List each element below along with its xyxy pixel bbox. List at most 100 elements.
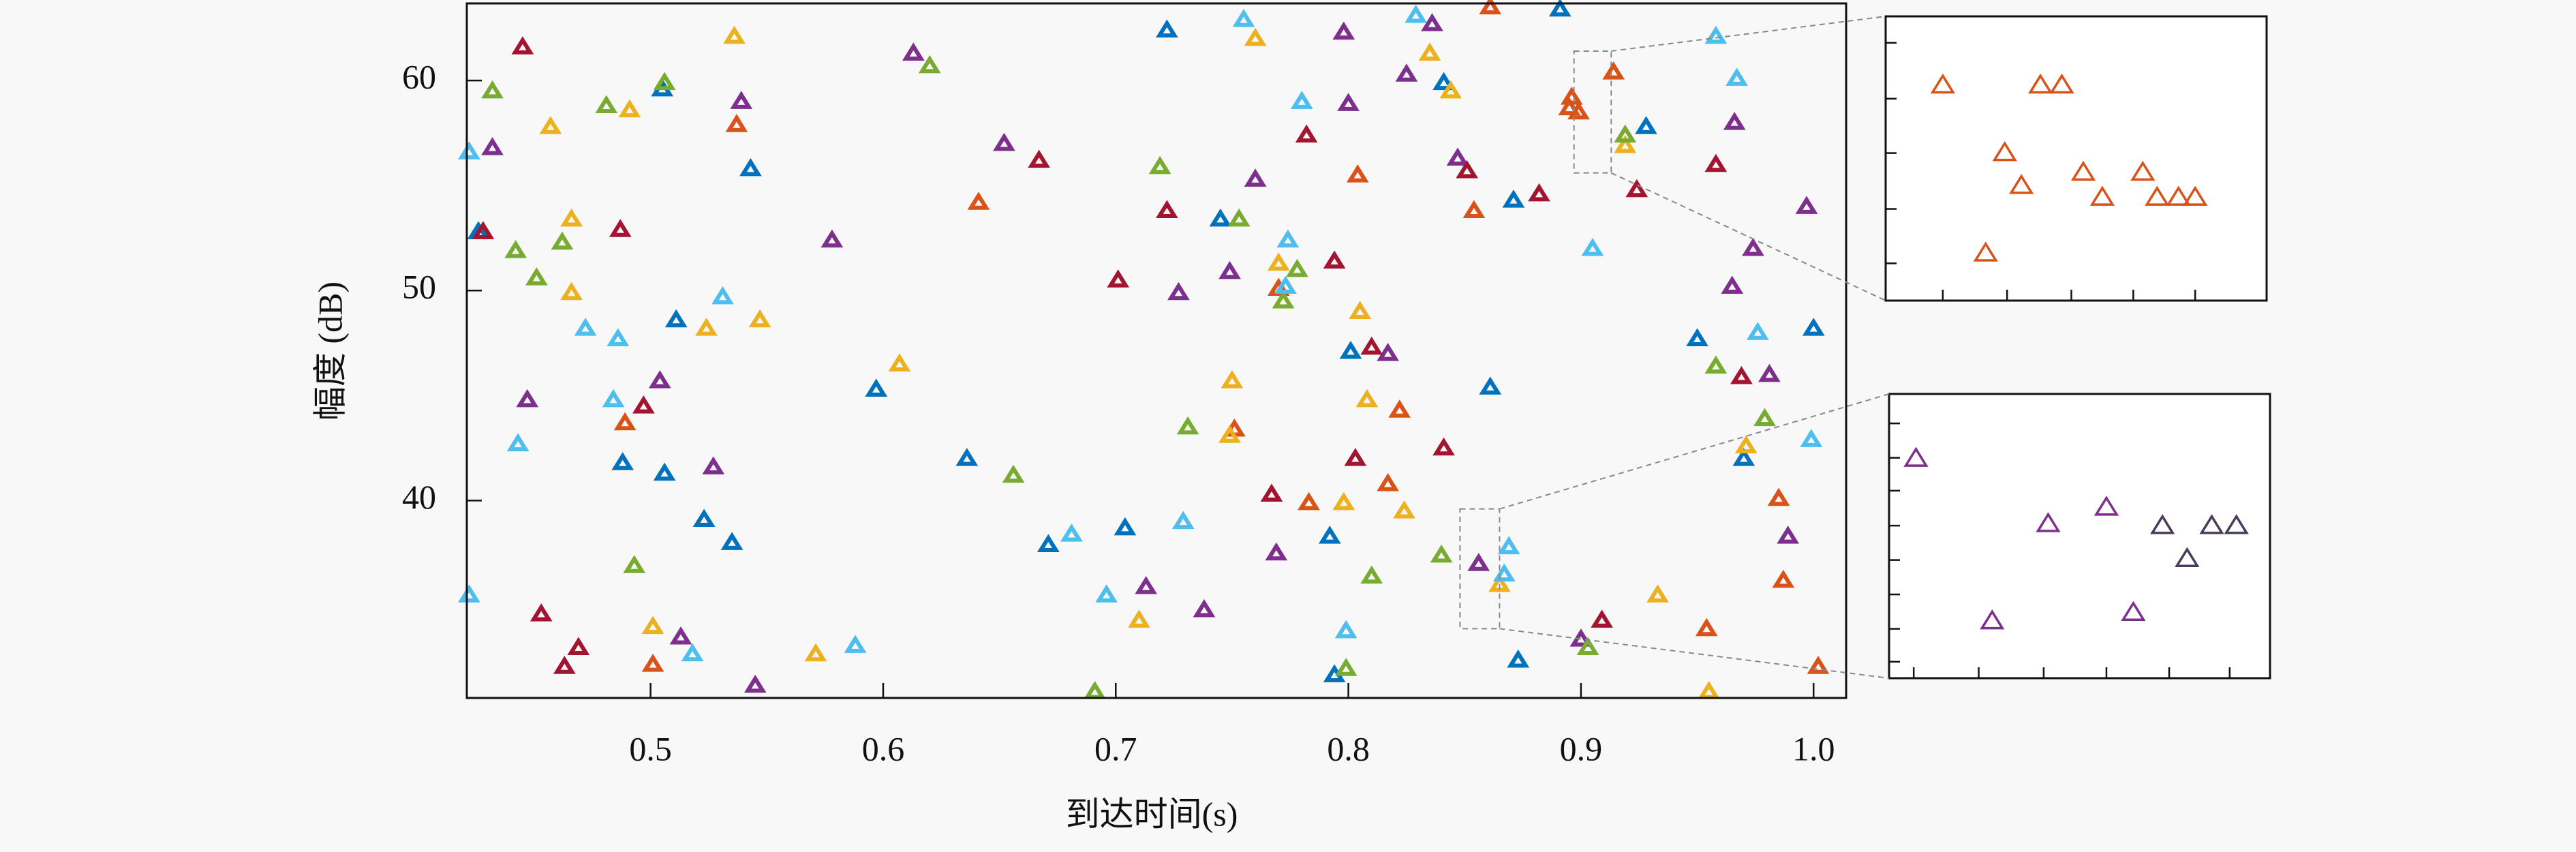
point [1507, 649, 1530, 668]
point [1704, 153, 1728, 172]
point [458, 584, 480, 603]
point [1646, 584, 1669, 603]
point [2150, 514, 2175, 534]
point [1167, 282, 1190, 301]
point [1721, 275, 1744, 294]
x-tick-label: 0.5 [629, 729, 672, 767]
point [1497, 536, 1520, 555]
point [1723, 112, 1746, 130]
point [1980, 609, 2005, 630]
point [1405, 4, 1427, 23]
x-tick-label: 0.6 [862, 729, 905, 767]
point [1704, 355, 1728, 374]
point [2070, 160, 2096, 181]
point [1388, 399, 1411, 418]
point [2199, 514, 2224, 534]
point [1418, 42, 1441, 61]
point [1318, 526, 1341, 544]
point [804, 643, 827, 662]
point [993, 132, 1015, 151]
point [1492, 563, 1516, 582]
point [530, 603, 553, 622]
point [1155, 19, 1178, 38]
point [2130, 160, 2156, 181]
point [1421, 13, 1443, 31]
point [1171, 511, 1195, 530]
point [1430, 544, 1453, 563]
point [516, 389, 539, 408]
point [821, 229, 844, 248]
point [1227, 208, 1251, 227]
point [1973, 241, 1998, 262]
point [723, 25, 746, 44]
point [1591, 609, 1613, 628]
y-tick-label: 60 [402, 58, 436, 96]
point [641, 654, 664, 672]
point [1742, 237, 1764, 256]
point [1002, 464, 1025, 483]
point [720, 532, 743, 550]
point [1377, 473, 1399, 491]
point [1903, 446, 1929, 467]
point [648, 370, 671, 389]
point [1560, 87, 1583, 105]
point [611, 452, 634, 470]
point [865, 378, 888, 397]
point [602, 389, 625, 408]
point [1777, 526, 1800, 544]
point [1502, 189, 1525, 208]
point [1176, 416, 1199, 435]
point [1155, 200, 1178, 219]
point [1290, 91, 1313, 109]
point [1355, 389, 1379, 408]
point [1467, 553, 1490, 571]
point [1267, 252, 1290, 271]
point [623, 555, 646, 573]
point [560, 282, 583, 301]
y-tick-label: 50 [402, 268, 436, 306]
point [641, 615, 664, 635]
point [1734, 435, 1758, 454]
point [1260, 483, 1283, 502]
point [1432, 72, 1455, 91]
point [1726, 67, 1748, 86]
zoom-box [1573, 50, 1612, 174]
point [1462, 200, 1486, 219]
point [1602, 61, 1625, 80]
point [504, 240, 527, 258]
point [1337, 93, 1360, 111]
point [618, 99, 641, 118]
point [2121, 600, 2146, 621]
point [681, 643, 704, 662]
inset-background [1889, 394, 2270, 678]
point [506, 433, 530, 452]
point [560, 208, 583, 227]
point [1479, 376, 1502, 395]
point [2175, 547, 2200, 567]
point [1218, 425, 1241, 443]
point [692, 508, 716, 528]
point [1614, 124, 1637, 143]
point [1114, 517, 1137, 536]
point [613, 412, 637, 431]
point [702, 456, 725, 474]
point [653, 72, 676, 91]
point [1695, 618, 1718, 637]
point [1698, 681, 1721, 699]
point [1148, 155, 1171, 174]
point [2094, 496, 2119, 516]
point [1218, 260, 1241, 279]
point [888, 353, 911, 371]
point [1581, 237, 1604, 256]
point [902, 42, 925, 61]
point [1576, 637, 1599, 655]
point [1439, 80, 1462, 99]
zoom-connector [1610, 172, 1886, 301]
point [1686, 328, 1708, 347]
point [1456, 159, 1479, 179]
point [1360, 565, 1383, 584]
point [1528, 183, 1550, 202]
point [525, 267, 548, 286]
point [1334, 620, 1358, 639]
